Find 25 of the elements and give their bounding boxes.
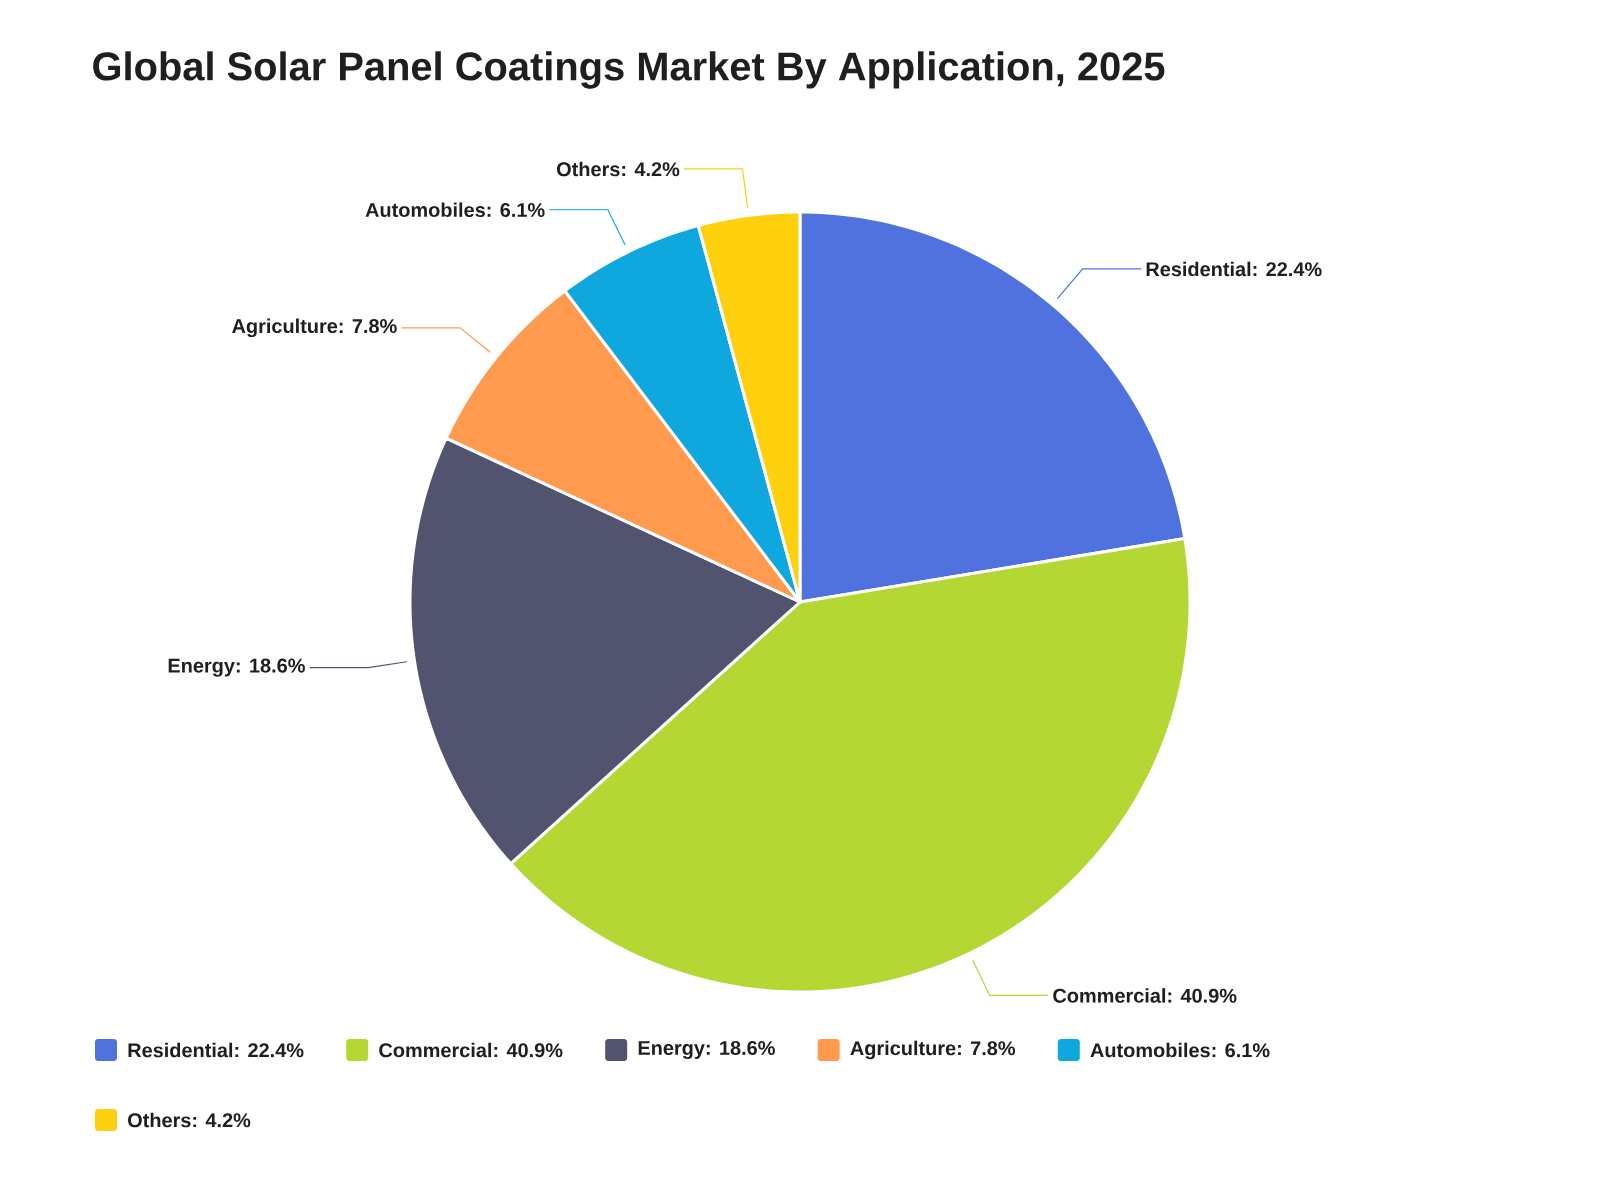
slice-label: Commercial xyxy=(1053,988,1166,1003)
text: : 40.9% xyxy=(494,1043,563,1058)
text: : 4.2% xyxy=(193,1113,251,1128)
data-label: : 6.1% xyxy=(487,202,545,218)
legend-label: Residential xyxy=(128,1042,233,1058)
chart-title: Global Solar Panel Coatings Market By Application, 2025 xyxy=(93,51,1165,89)
text: : 18.6% xyxy=(706,1040,775,1056)
legend-label: Others xyxy=(128,1112,191,1128)
text: : 7.8% xyxy=(958,1041,1016,1056)
text: : 22.4% xyxy=(235,1043,304,1058)
slice-label: Residential xyxy=(1146,261,1251,277)
data-label: : 40.9% xyxy=(1168,988,1237,1003)
data-label: : 22.4% xyxy=(1253,262,1322,277)
legend-label: Agriculture xyxy=(850,1040,956,1060)
text: : 6.1% xyxy=(1212,1043,1270,1058)
data-label: : 4.2% xyxy=(622,162,680,177)
slice-label: Automobiles xyxy=(365,202,485,218)
slice-label: Agriculture xyxy=(232,318,338,338)
data-label: : 18.6% xyxy=(236,658,305,673)
legend-label: Automobiles xyxy=(1090,1042,1210,1058)
data-label: : 7.8% xyxy=(339,319,397,334)
legend-label: Commercial xyxy=(379,1042,492,1058)
slice-label: Others xyxy=(556,161,620,177)
legend-label: Energy xyxy=(638,1041,705,1060)
slice-label: Energy xyxy=(168,658,235,677)
